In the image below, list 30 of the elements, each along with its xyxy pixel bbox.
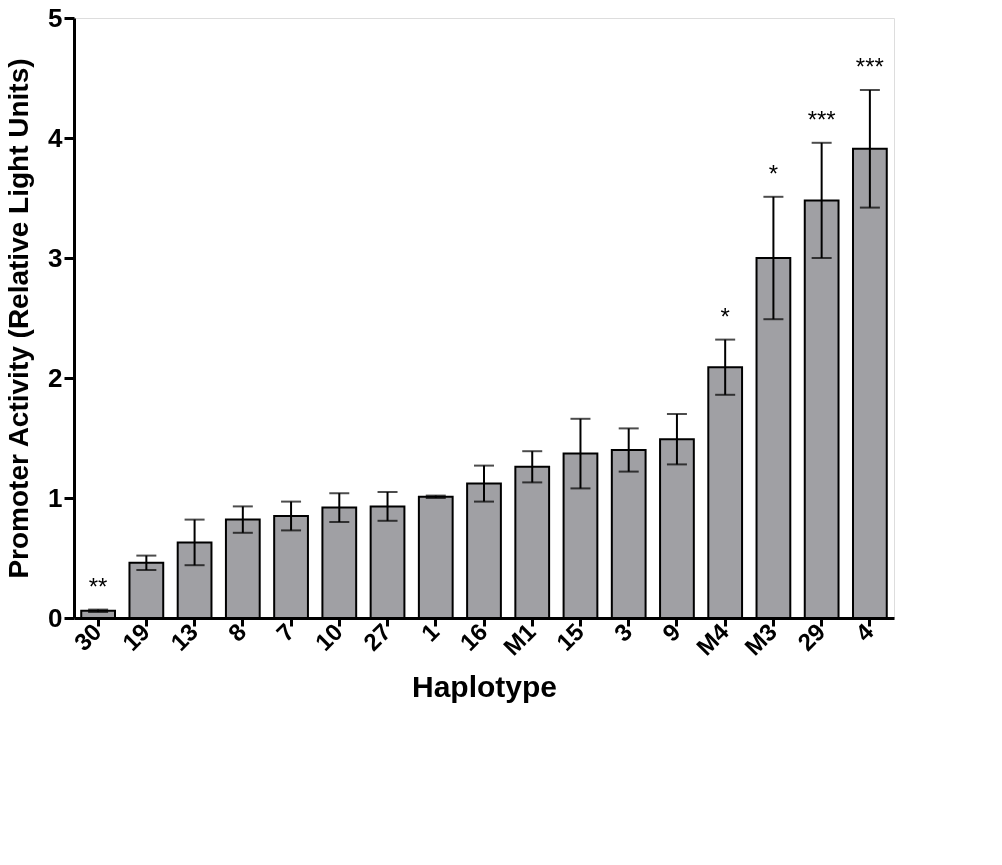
x-tick-label: 16 [454, 617, 493, 656]
annotation: *** [807, 105, 836, 133]
y-tick-label: 1 [48, 482, 63, 513]
x-axis-title: Haplotype [411, 669, 558, 703]
x-tick-label: 3 [608, 617, 638, 647]
x-tick-label: 13 [165, 617, 204, 656]
y-tick-label: 2 [48, 362, 63, 393]
annotation: *** [855, 53, 884, 80]
y-tick-label: 4 [48, 122, 64, 153]
x-tick-label: M3 [739, 617, 782, 661]
x-tick-label: M1 [498, 617, 541, 661]
x-tick-label: 7 [271, 617, 300, 647]
annotation: * [720, 302, 730, 330]
x-tick-label: 4 [849, 617, 879, 647]
x-tick-label: 15 [550, 617, 589, 656]
y-tick-label: 0 [48, 602, 63, 633]
x-tick-label: 10 [309, 617, 348, 656]
annotation: ** [88, 572, 108, 600]
x-tick-label: 29 [792, 617, 831, 656]
x-tick-label: 8 [222, 617, 252, 647]
x-tick-label: 9 [656, 617, 686, 647]
x-tick-label: 1 [415, 617, 445, 647]
annotation: * [768, 159, 779, 187]
y-tick-label: 3 [48, 242, 63, 273]
y-tick-label: 5 [48, 2, 63, 33]
x-tick-label: 19 [116, 617, 155, 656]
x-tick-label: 27 [358, 617, 397, 656]
x-tick-label: 30 [68, 617, 107, 656]
y-axis-title: Promoter Activity (Relative Light Units) [3, 58, 35, 579]
x-tick-label: M4 [690, 617, 735, 661]
